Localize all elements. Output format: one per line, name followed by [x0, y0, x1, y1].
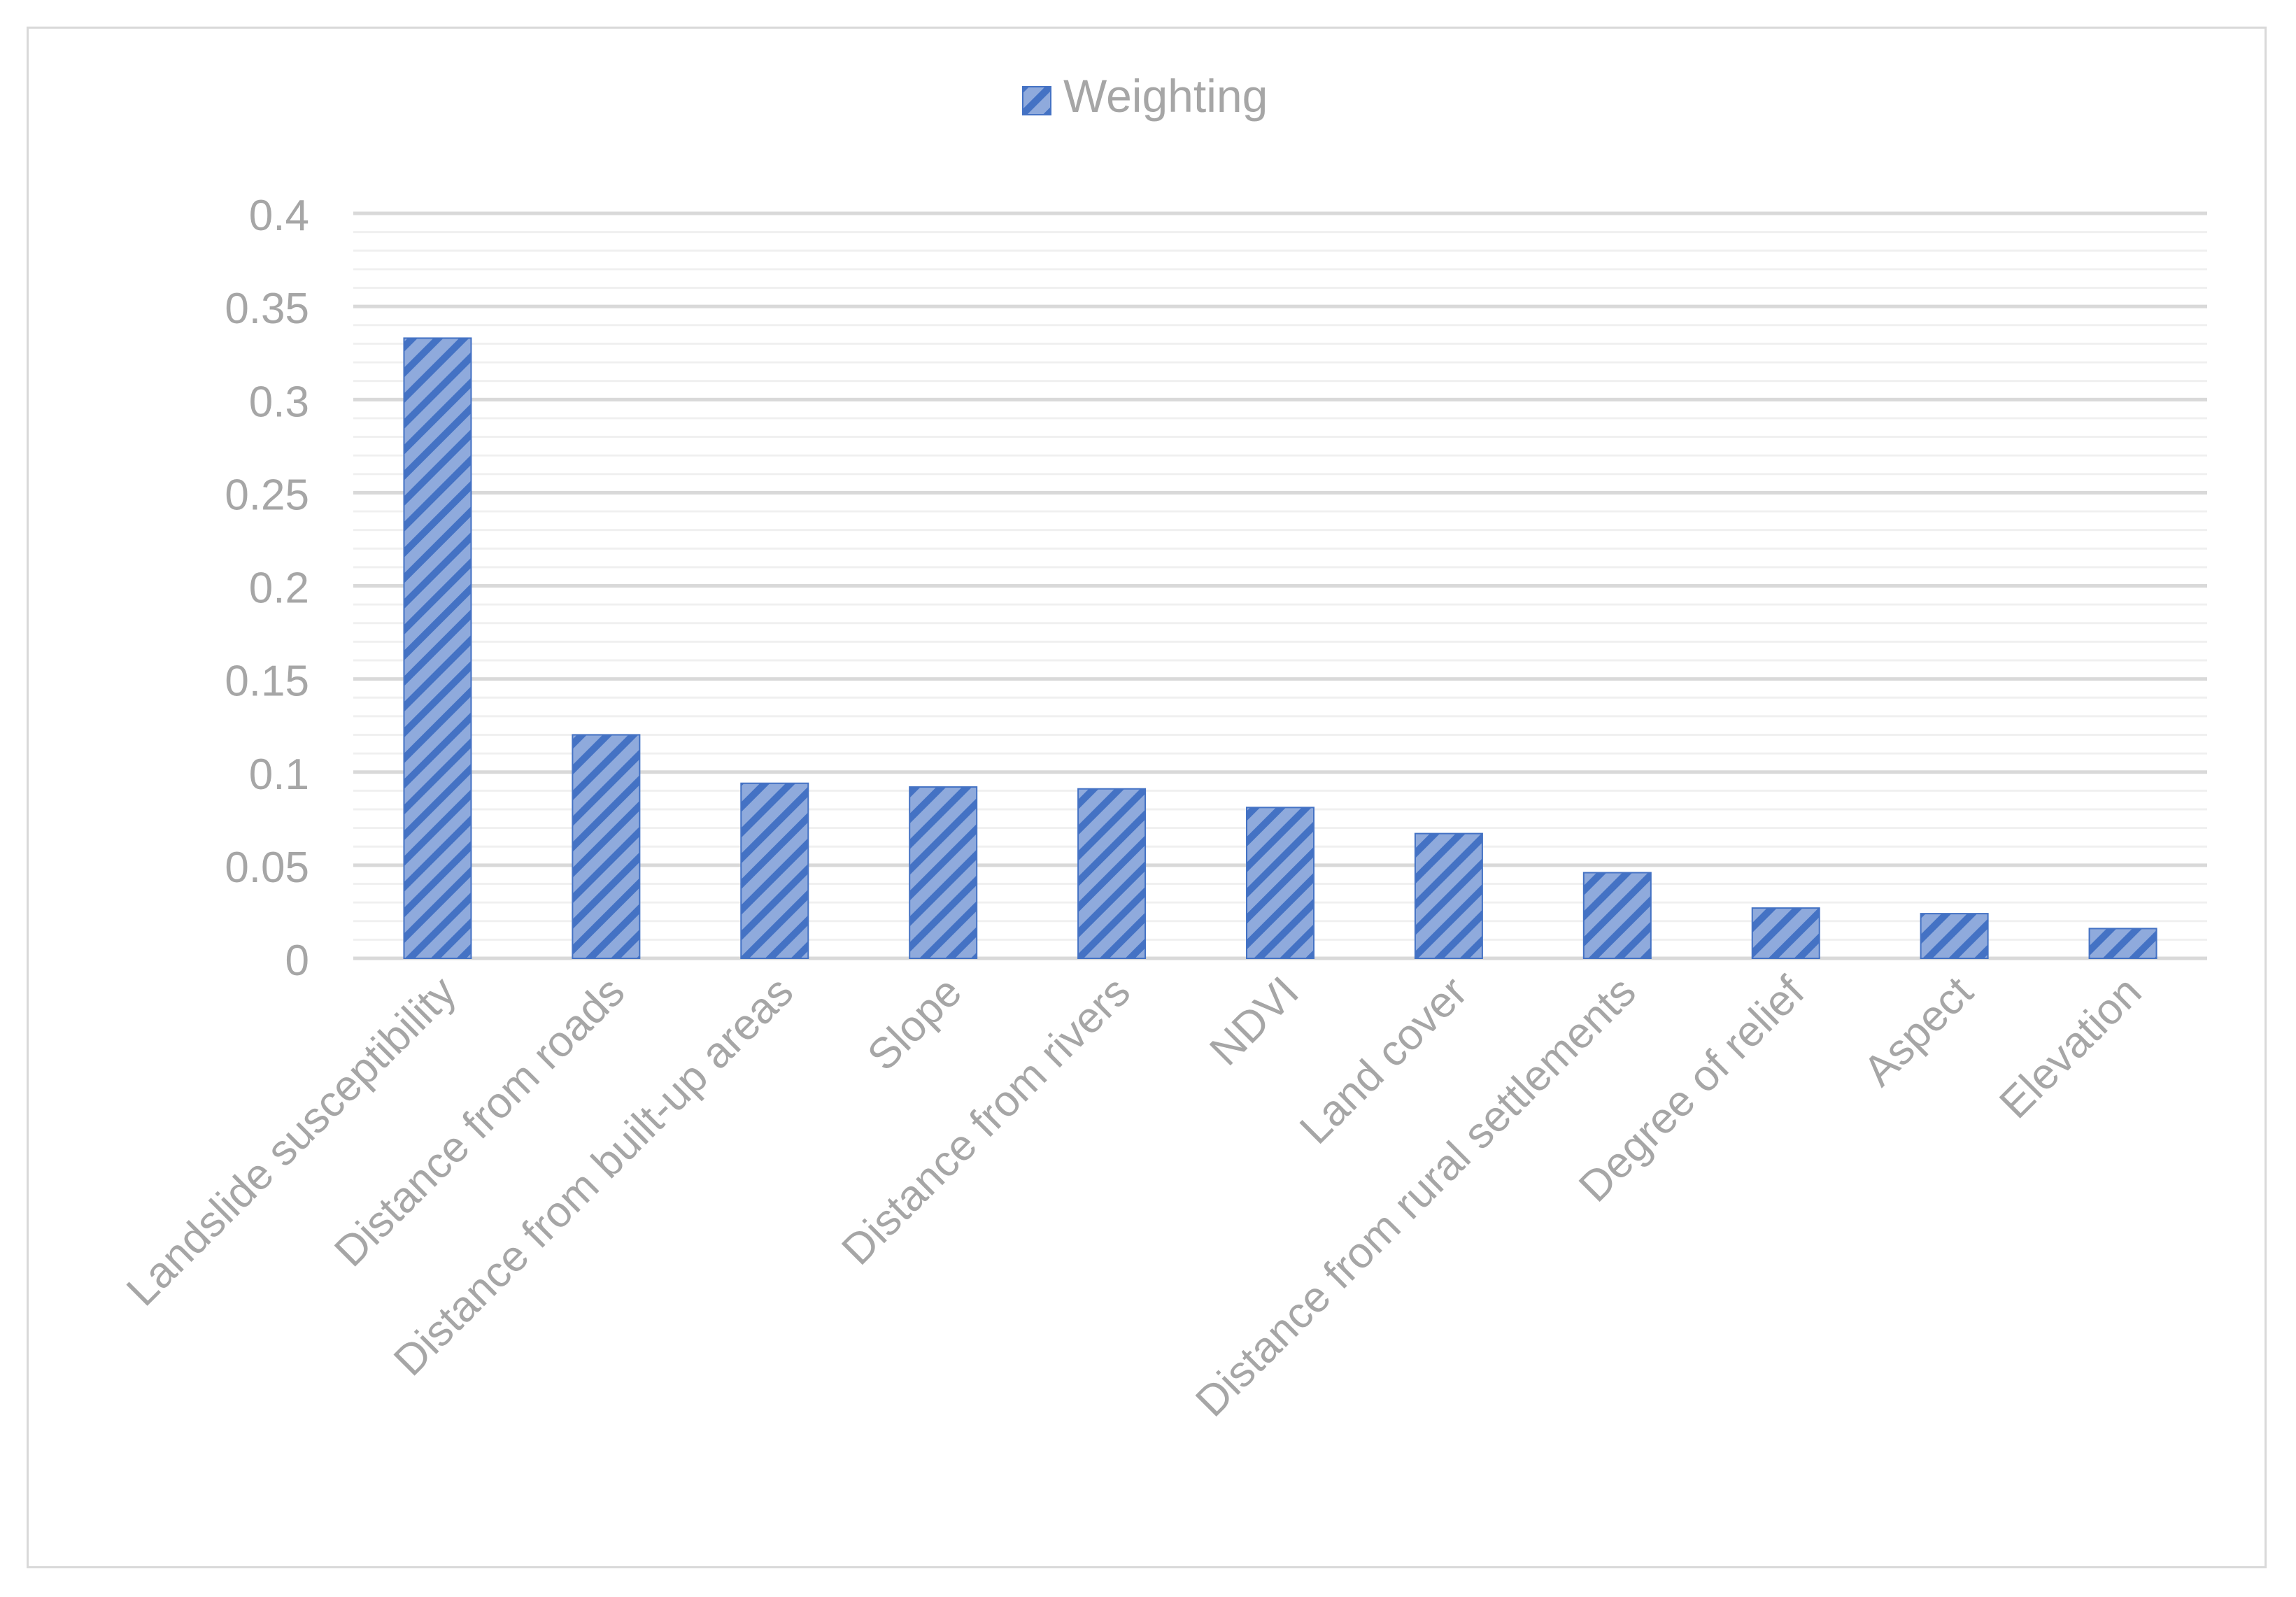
legend-label-weighting: Weighting	[1063, 70, 1268, 122]
bar	[1751, 907, 1820, 960]
legend-swatch	[1022, 86, 1051, 115]
y-tick-label: 0.3	[249, 378, 309, 426]
bar	[1246, 807, 1314, 960]
x-tick-label: Slope	[858, 967, 971, 1080]
bar	[740, 782, 809, 959]
bar	[1414, 832, 1483, 960]
x-tick-label: Landslide susceptibility	[118, 967, 465, 1315]
y-tick-label: 0.15	[225, 658, 309, 706]
x-tick-label: Distance from rivers	[832, 967, 1140, 1275]
bar	[2088, 928, 2157, 960]
y-tick-label: 0.25	[225, 471, 309, 519]
bar	[1920, 913, 1989, 959]
x-tick-label: NDVI	[1200, 967, 1308, 1075]
bars	[403, 337, 2157, 960]
chart-frame	[27, 27, 2267, 1568]
y-tick-label: 0.2	[249, 565, 309, 613]
y-tick-label: 0.35	[225, 285, 309, 333]
bar	[909, 786, 978, 960]
bar	[572, 734, 641, 959]
y-tick-label: 0.05	[225, 844, 309, 892]
y-axis-ticks: 0 0.05 0.1 0.15 0.2 0.25 0.3 0.35 0.4	[225, 192, 309, 985]
bar	[1582, 872, 1652, 960]
legend: Weighting	[1022, 70, 1268, 122]
bar	[1077, 788, 1147, 960]
x-tick-label: Aspect	[1855, 967, 1983, 1095]
y-tick-label: 0.4	[249, 192, 309, 240]
bar	[403, 337, 472, 959]
y-tick-label: 0	[285, 937, 309, 985]
x-tick-label: Land cover	[1291, 967, 1477, 1154]
x-tick-label: Elevation	[1990, 967, 2150, 1128]
y-tick-label: 0.1	[249, 751, 309, 799]
gridlines	[353, 211, 2207, 960]
x-tick-label: Distance from roads	[325, 967, 634, 1276]
